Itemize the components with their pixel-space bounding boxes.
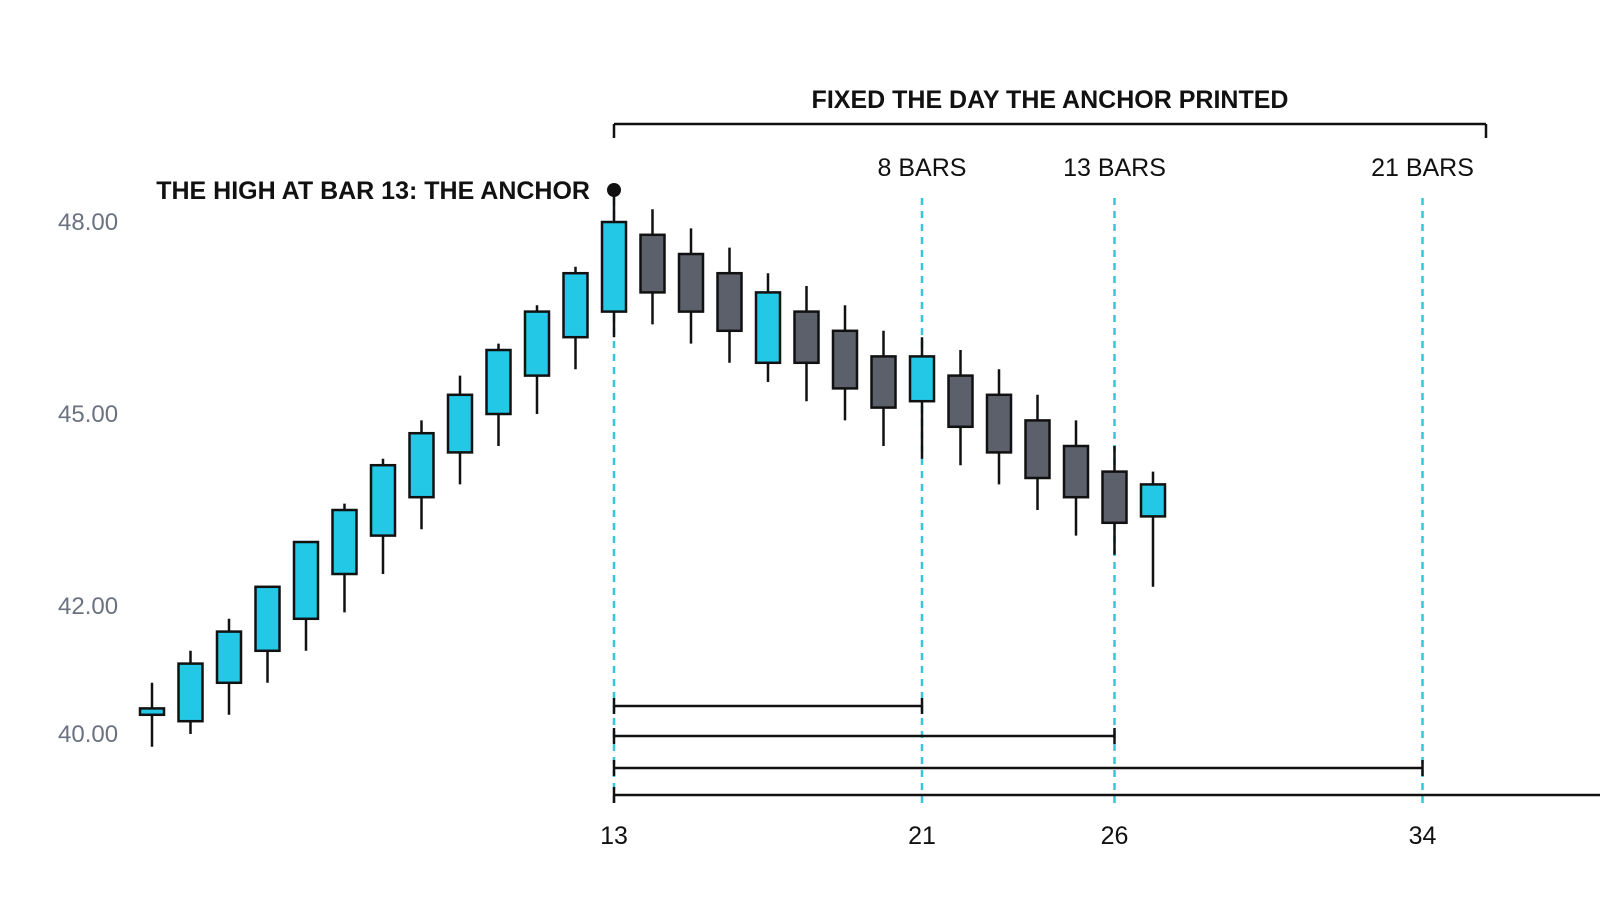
- candle: [947, 350, 974, 466]
- candle-body: [177, 662, 204, 723]
- candle-body: [331, 508, 358, 576]
- candle: [1024, 394, 1051, 510]
- candle-body: [1139, 483, 1167, 518]
- y-tick-label: 42.00: [58, 593, 118, 620]
- candle: [985, 369, 1013, 485]
- candle-body: [754, 291, 782, 365]
- bracket-label: FIXED THE DAY THE ANCHOR PRINTED: [812, 86, 1289, 114]
- candle: [831, 305, 859, 421]
- interval-label: 13 BARS: [1063, 154, 1166, 182]
- candle: [1139, 471, 1167, 587]
- candle-body: [947, 374, 974, 429]
- candle: [369, 458, 397, 574]
- candle: [754, 273, 782, 382]
- anchor-label: THE HIGH AT BAR 13: THE ANCHOR: [156, 177, 590, 205]
- y-axis: 48.00 45.00 42.00 40.00: [58, 209, 118, 748]
- candle-body: [639, 233, 666, 294]
- candle-body: [600, 220, 628, 313]
- candle: [1101, 446, 1128, 555]
- candle: [292, 540, 320, 651]
- candle: [600, 190, 628, 338]
- candle: [870, 330, 897, 446]
- candle: [177, 650, 204, 734]
- candle: [677, 228, 705, 344]
- candle-body: [485, 348, 512, 416]
- candle-body: [446, 393, 474, 454]
- candle-body: [1101, 470, 1128, 525]
- candle-body: [562, 271, 589, 339]
- candle-body: [523, 310, 551, 377]
- candle: [254, 585, 281, 683]
- candle: [793, 286, 820, 402]
- candle: [408, 420, 435, 530]
- candles: [138, 190, 1167, 747]
- candle: [446, 375, 474, 485]
- interval-label: 8 BARS: [878, 154, 967, 182]
- anchor-dot: [607, 183, 621, 197]
- candle: [639, 209, 666, 325]
- x-tick-label: 26: [1101, 822, 1129, 850]
- candle: [908, 337, 936, 459]
- y-tick-label: 40.00: [58, 721, 118, 748]
- candle-body: [985, 393, 1013, 454]
- candle-body: [254, 585, 281, 653]
- x-tick-label: 13: [600, 822, 628, 850]
- candle-body: [908, 355, 936, 403]
- candle-body: [369, 463, 397, 537]
- candle-body: [292, 540, 320, 621]
- candle-body: [831, 329, 859, 390]
- interval-label: 21 BARS: [1371, 154, 1474, 182]
- candle: [1062, 420, 1090, 536]
- candle-body: [677, 252, 705, 313]
- candle-body: [215, 630, 243, 685]
- x-tick-label: 34: [1409, 822, 1437, 850]
- x-tick-label: 21: [908, 822, 936, 850]
- candle: [716, 247, 743, 363]
- candle: [485, 343, 512, 446]
- candle: [562, 266, 589, 370]
- y-tick-label: 45.00: [58, 401, 118, 428]
- candle: [331, 503, 358, 613]
- candle-body: [716, 271, 743, 333]
- candle-body: [870, 355, 897, 409]
- candle: [215, 618, 243, 715]
- candle-body: [408, 431, 435, 499]
- candle: [523, 305, 551, 414]
- y-tick-label: 48.00: [58, 209, 118, 236]
- candle-body: [138, 707, 166, 717]
- annotations: THE HIGH AT BAR 13: THE ANCHOR FIXED THE …: [156, 86, 1488, 205]
- candle-body: [793, 310, 820, 365]
- candle-body: [1062, 444, 1090, 499]
- interval-brackets: 1321263447: [600, 698, 1600, 850]
- candle: [138, 682, 166, 747]
- candle-body: [1024, 419, 1051, 480]
